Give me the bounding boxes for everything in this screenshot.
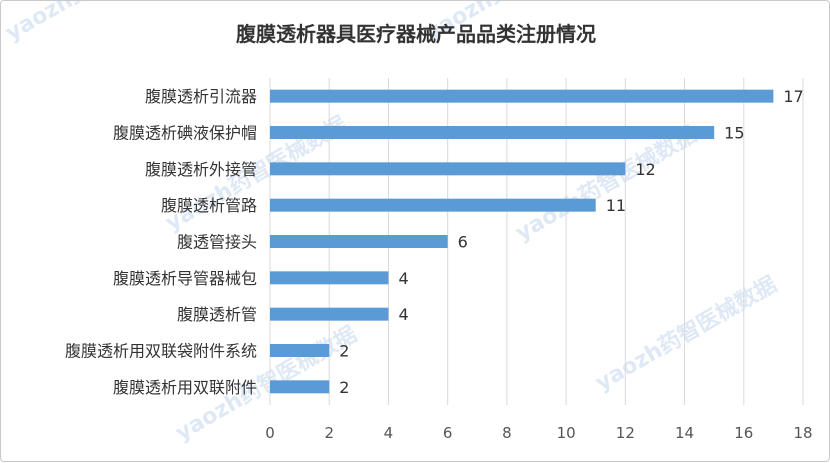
x-tick-label: 14 <box>675 424 694 442</box>
category-label: 腹膜透析管路 <box>161 196 257 215</box>
category-label: 腹膜透析引流器 <box>145 87 257 106</box>
data-label: 11 <box>606 196 626 215</box>
data-label: 2 <box>339 378 349 397</box>
data-label: 4 <box>398 269 408 288</box>
x-tick-label: 18 <box>793 424 812 442</box>
x-tick-label: 10 <box>557 424 576 442</box>
x-tick-label: 16 <box>734 424 753 442</box>
bar <box>270 162 626 176</box>
bar <box>270 126 715 139</box>
bar <box>270 235 448 248</box>
x-tick-label: 8 <box>502 424 512 442</box>
category-labels: 腹膜透析引流器腹膜透析碘液保护帽腹膜透析外接管腹膜透析管路腹透管接头腹膜透析导管… <box>65 87 257 397</box>
data-label: 6 <box>458 233 468 252</box>
category-label: 腹膜透析用双联袋附件系统 <box>65 342 257 361</box>
x-tick-label: 6 <box>443 424 453 442</box>
category-label: 腹膜透析外接管 <box>145 160 257 179</box>
category-label: 腹透管接头 <box>177 233 257 252</box>
data-label: 2 <box>339 342 349 361</box>
bar <box>270 380 330 394</box>
chart-title: 腹膜透析器具医疗器械产品品类注册情况 <box>236 22 596 46</box>
category-label: 腹膜透析管 <box>177 305 257 324</box>
watermark-text: yaozh药智医械数据 <box>511 121 701 246</box>
category-label: 腹膜透析导管器械包 <box>113 269 257 288</box>
bar <box>270 198 596 212</box>
bar <box>270 307 389 321</box>
data-labels: 17 15 12 11 6 4 4 2 2 <box>339 87 804 397</box>
bar <box>270 89 774 103</box>
x-tick-label: 0 <box>265 424 275 442</box>
watermark-text: yaozh药智医械数据 <box>591 271 781 396</box>
x-tick-label: 12 <box>616 424 635 442</box>
x-tick-label: 4 <box>384 424 394 442</box>
x-tick-label: 2 <box>324 424 334 442</box>
bar <box>270 271 389 285</box>
bar <box>270 344 330 357</box>
data-label: 4 <box>398 305 408 324</box>
watermark-text: yaozh药智医械数据 <box>1 1 191 46</box>
category-label: 腹膜透析用双联附件 <box>113 378 257 397</box>
bars <box>270 89 774 394</box>
category-label: 腹膜透析碘液保护帽 <box>113 124 257 143</box>
x-axis-ticks: 0 2 4 6 8 10 12 14 16 18 <box>265 424 812 442</box>
data-label: 17 <box>783 87 803 106</box>
data-label: 15 <box>724 124 744 143</box>
data-label: 12 <box>635 160 655 179</box>
